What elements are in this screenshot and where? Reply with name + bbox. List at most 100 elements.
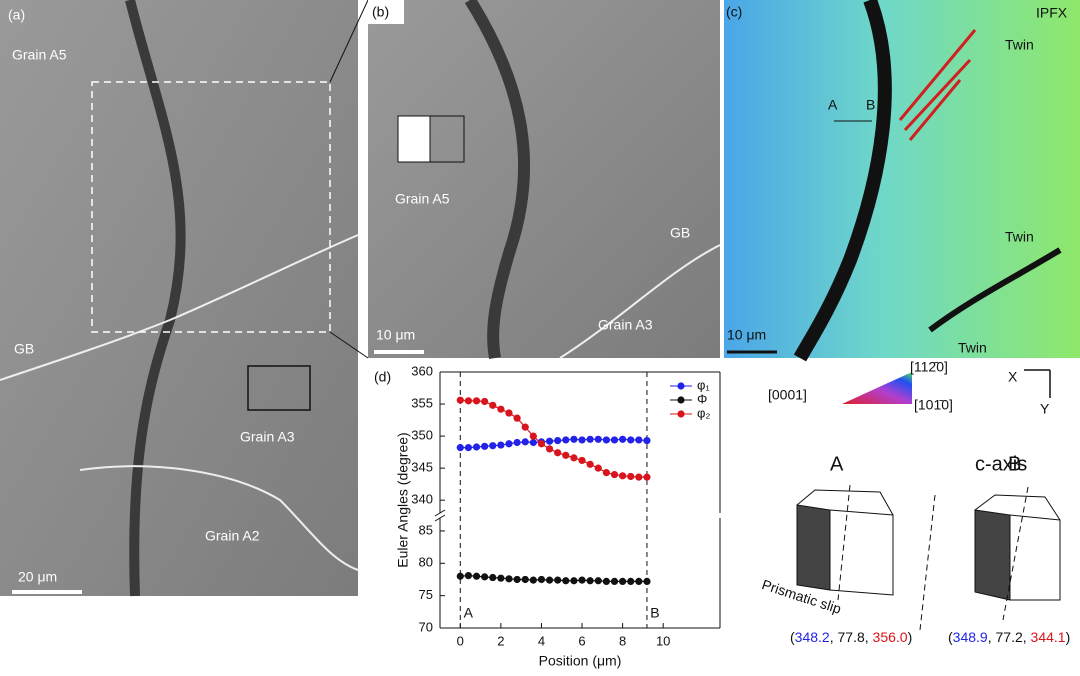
- data-point: [619, 435, 627, 443]
- legend-label: φ₁: [697, 377, 710, 392]
- panel-label: (d): [374, 369, 391, 385]
- legend-marker: [677, 396, 685, 404]
- marker-label: A: [464, 605, 474, 621]
- data-point: [505, 575, 513, 583]
- data-point: [627, 577, 635, 586]
- data-point: [578, 456, 586, 465]
- panel-label: (b): [372, 4, 389, 20]
- scale-label: 20 μm: [18, 569, 57, 585]
- twin-label: Twin: [1005, 37, 1034, 53]
- data-point: [497, 574, 505, 582]
- data-point: [545, 437, 554, 445]
- legend-marker: [677, 382, 685, 390]
- y-tick-label: 340: [411, 492, 433, 507]
- series-line: [460, 438, 648, 449]
- data-point: [594, 577, 602, 585]
- axes-arrows: [1024, 369, 1051, 398]
- data-point: [537, 440, 546, 448]
- panel-c: (c) IPFX Twin Twin Twin A B 10 μm: [724, 0, 1080, 362]
- data-point: [489, 442, 497, 450]
- crystal-sketch: [247, 365, 311, 411]
- grain-label: Grain A5: [12, 47, 67, 63]
- data-point: [627, 436, 635, 444]
- panel-b: (b) Grain A5 GB Grain A3 10 μm: [368, 0, 721, 360]
- data-point: [529, 438, 537, 447]
- data-point: [578, 576, 586, 584]
- data-point: [562, 451, 570, 459]
- y-axis-label: Euler Angles (degree): [395, 432, 411, 567]
- euler-part: 77.8: [838, 629, 865, 645]
- prism: [796, 489, 894, 596]
- crack: [464, 0, 531, 360]
- euler-part: 356.0: [873, 629, 908, 645]
- euler-part: ): [1066, 629, 1071, 645]
- legend-label: φ₂: [697, 405, 710, 420]
- ipf-corner: [101̄0]: [914, 397, 953, 413]
- panel-a: (a) Grain A5 Grain A3 Grain A2 GB 20 μm: [0, 0, 369, 597]
- series-line: [460, 574, 647, 583]
- data-point: [489, 573, 497, 582]
- data-point: [456, 572, 464, 580]
- data-point: [586, 435, 594, 443]
- grain-boundary: [0, 234, 359, 381]
- data-point: [643, 577, 651, 586]
- data-point: [456, 444, 464, 452]
- data-point: [521, 423, 529, 431]
- data-point: [635, 436, 643, 444]
- data-point: [513, 575, 521, 584]
- crystal-face: [397, 115, 431, 163]
- data-point: [570, 435, 578, 443]
- data-point: [505, 409, 513, 417]
- euler-part: 348.9: [953, 629, 988, 645]
- panel-label: (a): [8, 7, 25, 23]
- grain-label: Grain A3: [240, 429, 295, 445]
- data-point: [635, 577, 643, 586]
- schematic: A c-axis B Prismatic slip (348.2, 77.8, …: [760, 453, 1070, 644]
- data-point: [643, 473, 651, 481]
- schematic-label: A: [830, 453, 844, 475]
- marker-label: B: [650, 605, 659, 621]
- label-box: [368, 0, 404, 24]
- data-point: [570, 454, 578, 462]
- grain-label: Grain A3: [598, 317, 653, 333]
- data-point: [619, 472, 627, 480]
- euler-text: (348.2, 77.8, 356.0): [790, 629, 912, 645]
- twin: [898, 29, 977, 141]
- data-point: [489, 401, 497, 409]
- euler-part: (: [790, 629, 795, 645]
- scale-label: 10 μm: [727, 327, 766, 343]
- data-point: [456, 396, 464, 404]
- data-point: [521, 575, 529, 584]
- data-point: [570, 577, 578, 585]
- data-point: [513, 414, 521, 422]
- data-point: [472, 397, 481, 405]
- data-point: [602, 436, 610, 444]
- data-point: [643, 436, 651, 445]
- map-label: IPFX: [1036, 5, 1068, 21]
- data-point: [562, 577, 570, 585]
- data-point: [578, 436, 586, 444]
- data-point: [586, 460, 594, 468]
- x-tick-label: 10: [656, 633, 670, 648]
- data-point: [586, 577, 594, 585]
- ipf-triangle: [842, 372, 912, 404]
- y-tick-label: 345: [411, 460, 433, 475]
- data-point: [619, 577, 627, 586]
- data-point: [472, 443, 481, 451]
- x-tick-label: 6: [578, 633, 585, 648]
- grain-boundary: [559, 244, 721, 359]
- data-point: [529, 576, 537, 584]
- c-axis-line: [1002, 486, 1029, 621]
- x-axis-label: Position (μm): [539, 653, 622, 669]
- data-point: [472, 572, 481, 580]
- point-label: A: [828, 97, 838, 113]
- zoom-line: [329, 0, 369, 83]
- data-point: [481, 442, 489, 450]
- data-point: [562, 436, 570, 444]
- x-tick-label: 8: [619, 633, 626, 648]
- legend-marker: [677, 410, 685, 418]
- data-point: [464, 571, 473, 580]
- euler-part: ,: [865, 629, 873, 645]
- panel-label: (c): [726, 4, 742, 20]
- data-point: [513, 438, 521, 447]
